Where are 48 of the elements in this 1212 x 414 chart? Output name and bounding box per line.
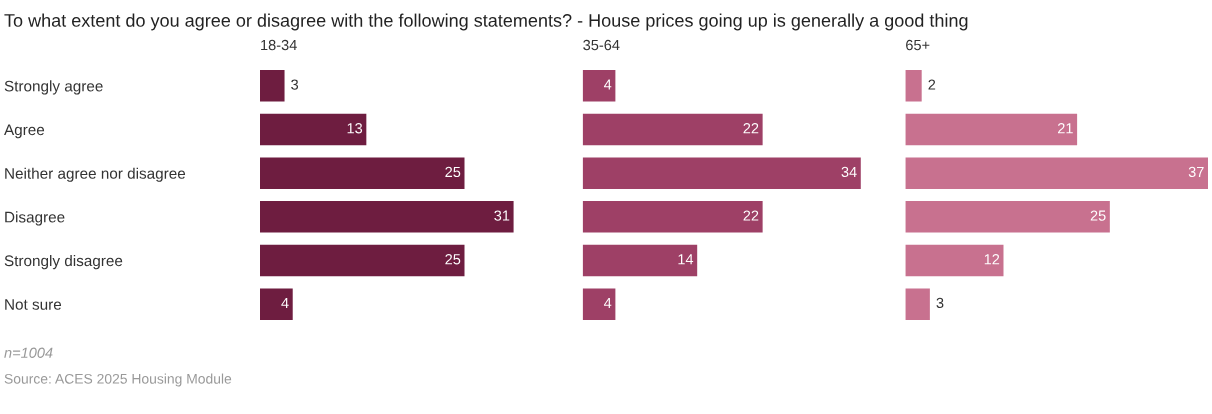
data-label: 14 bbox=[678, 254, 694, 265]
data-label: 12 bbox=[984, 254, 1000, 265]
y-tick-label: Neither agree nor disagree bbox=[5, 167, 186, 182]
data-label: 22 bbox=[743, 210, 759, 221]
data-label: 34 bbox=[841, 166, 857, 178]
data-label: 4 bbox=[603, 297, 612, 308]
bar bbox=[905, 157, 1208, 189]
bar bbox=[260, 113, 367, 146]
bar bbox=[582, 70, 616, 102]
bar bbox=[905, 201, 1110, 233]
bar bbox=[582, 288, 616, 320]
text: To what extent do you agree or disagree with the following statements? - House prices going up is generally a good thing bbox=[4, 13, 968, 31]
bar bbox=[260, 288, 293, 320]
data-label: 25 bbox=[445, 254, 461, 265]
bar bbox=[260, 244, 465, 277]
y-tick-label: Not sure bbox=[5, 299, 62, 310]
chart-title: 35-64 bbox=[583, 39, 620, 51]
bar bbox=[260, 70, 285, 102]
y-tick-label: Strongly agree bbox=[4, 80, 103, 95]
data-label: 3 bbox=[291, 79, 299, 90]
bar bbox=[260, 201, 514, 233]
bar bbox=[905, 113, 1078, 146]
bar bbox=[905, 288, 930, 320]
bar bbox=[582, 157, 861, 189]
chart-title: 18-34 bbox=[261, 39, 297, 51]
data-label: 37 bbox=[1188, 166, 1204, 178]
bar bbox=[905, 70, 922, 102]
data-label: 31 bbox=[494, 210, 510, 221]
data-label: 25 bbox=[1090, 210, 1106, 221]
data-label: 3 bbox=[936, 297, 944, 309]
data-label: 4 bbox=[281, 297, 289, 308]
y-tick-label: Disagree bbox=[5, 211, 65, 226]
y-tick-label: Agree bbox=[4, 124, 45, 139]
data-label: 2 bbox=[928, 79, 936, 90]
source-note: Source: ACES 2025 Housing Module bbox=[4, 373, 232, 387]
data-label: 21 bbox=[1058, 123, 1073, 134]
bar bbox=[582, 201, 763, 233]
text: n=1004 bbox=[4, 347, 53, 358]
chart-title: 65+ bbox=[906, 39, 930, 51]
data-label: 22 bbox=[743, 123, 759, 134]
bar bbox=[582, 244, 698, 277]
data-label: 25 bbox=[445, 166, 461, 178]
bar bbox=[582, 113, 763, 146]
data-label: 4 bbox=[603, 79, 612, 90]
bar bbox=[260, 157, 465, 189]
bar bbox=[905, 244, 1004, 277]
y-tick-label: Strongly disagree bbox=[4, 254, 123, 270]
data-label: 13 bbox=[347, 123, 363, 134]
